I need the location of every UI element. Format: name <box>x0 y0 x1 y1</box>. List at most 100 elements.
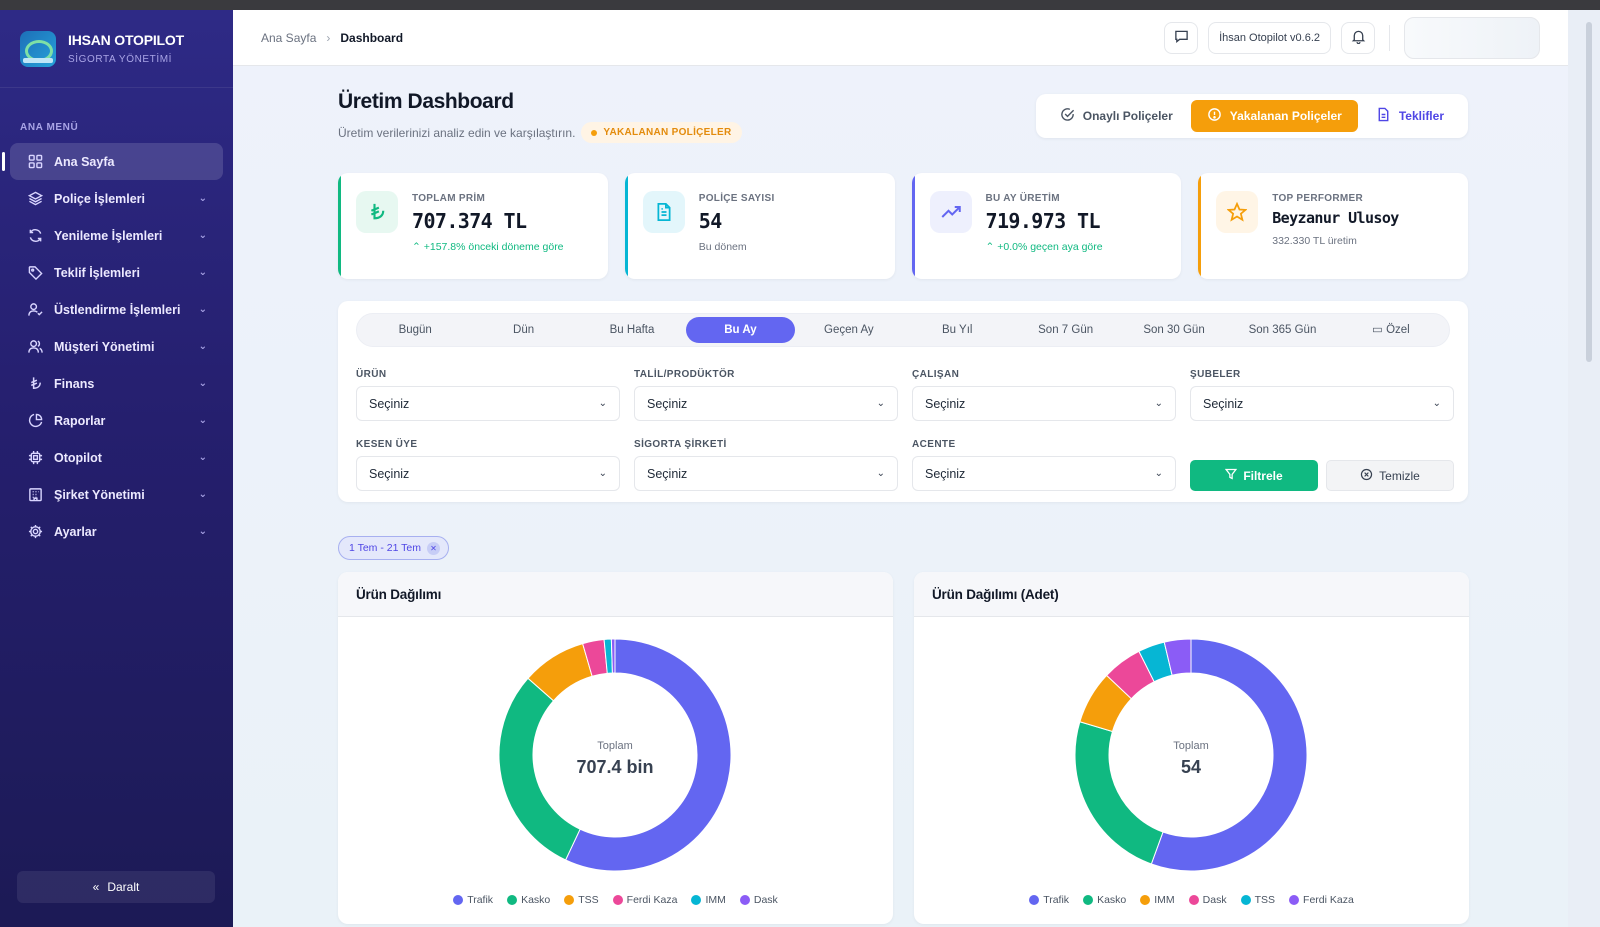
legend-dot <box>691 895 702 905</box>
legend-item[interactable]: Trafik <box>1029 894 1069 906</box>
range-this-month[interactable]: Bu Ay <box>686 317 795 343</box>
legend-item[interactable]: Kasko <box>1083 894 1126 906</box>
brand-title: IHSAN OTOPILOT <box>68 32 184 48</box>
segment-label: Teklifler <box>1398 109 1444 123</box>
product-count-card: Ürün Dağılımı (Adet) Toplam 54 Trafik Kask… <box>914 572 1469 924</box>
donut-slice-kasko[interactable] <box>498 677 581 861</box>
filter-button[interactable]: Filtrele <box>1190 460 1318 491</box>
kesen-uye-select[interactable]: Seçiniz ⌄ <box>356 456 620 491</box>
breadcrumb-home[interactable]: Ana Sayfa <box>261 30 317 45</box>
chevron-down-icon: ⌄ <box>198 452 207 463</box>
stat-value: 707.374 TL <box>412 209 527 233</box>
acente-select[interactable]: Seçiniz ⌄ <box>912 456 1176 491</box>
legend-item[interactable]: Ferdi Kaza <box>612 894 677 906</box>
legend-item[interactable]: TSS <box>564 894 599 906</box>
date-range-chip[interactable]: 1 Tem - 21 Tem ✕ <box>338 536 449 560</box>
grid-icon <box>26 153 44 171</box>
brand[interactable]: IHSAN OTOPILOT SİGORTA YÖNETİMİ <box>0 10 233 88</box>
talil-select[interactable]: Seçiniz ⌄ <box>634 386 898 421</box>
range-custom-label: Özel <box>1386 324 1410 336</box>
gear-icon <box>26 523 44 541</box>
clear-button[interactable]: Temizle <box>1326 460 1454 491</box>
trending-up-icon <box>929 191 972 233</box>
range-last-365-days[interactable]: Son 365 Gün <box>1248 324 1317 336</box>
arrow-up-icon: ⌃ <box>412 241 424 253</box>
subeler-select[interactable]: Seçiniz ⌄ <box>1190 386 1454 421</box>
brand-logo <box>20 30 56 67</box>
sidebar-item-teklif-islemleri[interactable]: Teklif İşlemleri ⌄ <box>10 254 223 291</box>
calendar-icon: ▭ <box>1372 324 1387 336</box>
urun-select[interactable]: Seçiniz ⌄ <box>356 386 620 421</box>
offers-button[interactable]: Teklifler <box>1366 100 1454 132</box>
chevron-down-icon: ⌄ <box>198 304 207 315</box>
close-icon[interactable]: ✕ <box>426 541 440 555</box>
range-custom[interactable]: ▭ Özel <box>1337 317 1445 343</box>
stat-trend: ⌃ +157.8% önceki döneme göre <box>412 241 564 253</box>
select-value: Seçiniz <box>369 396 410 411</box>
sidebar-item-otopilot[interactable]: Otopilot ⌄ <box>10 439 223 476</box>
donut-slice-ferdi-kaza[interactable] <box>1163 638 1192 676</box>
segment-label: Yakalanan Poliçeler <box>1229 109 1342 123</box>
range-this-week[interactable]: Bu Hafta <box>609 324 655 336</box>
donut-slice-kasko[interactable] <box>1074 721 1164 865</box>
filter-button-label: Filtrele <box>1243 468 1283 483</box>
scrollbar[interactable] <box>1586 22 1592 362</box>
select-value: Seçiniz <box>647 466 688 481</box>
legend-item[interactable]: Dask <box>1188 894 1227 906</box>
date-range-label: 1 Tem - 21 Tem <box>349 542 421 554</box>
sidebar-item-musteri-yonetimi[interactable]: Müşteri Yönetimi ⌄ <box>10 328 223 365</box>
legend-label: IMM <box>705 894 726 906</box>
sidebar-item-ayarlar[interactable]: Ayarlar ⌄ <box>10 513 223 550</box>
stat-card-policy-count: POLİÇE SAYISI 54 Bu dönem <box>624 173 895 279</box>
legend-item[interactable]: Trafik <box>453 894 493 906</box>
brand-subtitle: SİGORTA YÖNETİMİ <box>68 54 173 65</box>
field-label: KESEN ÜYE <box>356 439 418 450</box>
range-today[interactable]: Bugün <box>398 324 432 336</box>
range-last-7-days[interactable]: Son 7 Gün <box>1038 324 1094 336</box>
user-menu[interactable] <box>1404 16 1540 59</box>
version-button[interactable]: İhsan Otopilot v0.6.2 <box>1208 21 1331 54</box>
message-icon <box>1174 29 1189 47</box>
sidebar-item-finans[interactable]: Finans ⌄ <box>10 365 223 402</box>
page-scroll-area <box>1568 10 1600 927</box>
sidebar-item-ana-sayfa[interactable]: Ana Sayfa <box>2 143 223 180</box>
donut-slice-dask[interactable] <box>610 638 616 674</box>
sigorta-sirketi-select[interactable]: Seçiniz ⌄ <box>634 456 898 491</box>
chevron-down-icon: ⌄ <box>598 398 607 409</box>
donut-slice-trafik[interactable] <box>1150 638 1308 872</box>
range-last-30-days[interactable]: Son 30 Gün <box>1143 324 1205 336</box>
range-yesterday[interactable]: Dün <box>513 324 535 336</box>
page-subtitle-row: Üretim verilerinizi analiz edin ve karşı… <box>338 122 1468 143</box>
stat-card-total-premium: TOPLAM PRİM 707.374 TL ⌃ +157.8% önceki … <box>338 173 608 279</box>
sidebar-item-label: Ayarlar <box>54 524 97 539</box>
sidebar-item-label: Ana Sayfa <box>54 154 115 169</box>
sidebar-item-label: Müşteri Yönetimi <box>54 339 155 354</box>
legend-dot <box>1140 895 1151 905</box>
sidebar-item-police-islemleri[interactable]: Poliçe İşlemleri ⌄ <box>10 180 223 217</box>
legend-dot <box>1240 895 1251 905</box>
legend-item[interactable]: Kasko <box>507 894 550 906</box>
sidebar-item-ustlendirme-islemleri[interactable]: Üstlendirme İşlemleri ⌄ <box>10 291 223 328</box>
donut-slice-trafik[interactable] <box>564 638 732 872</box>
caught-policies-button[interactable]: Yakalanan Poliçeler <box>1190 100 1358 132</box>
range-this-year[interactable]: Bu Yıl <box>941 324 973 336</box>
chevron-down-icon: ⌄ <box>876 468 885 479</box>
range-last-month[interactable]: Geçen Ay <box>824 324 874 336</box>
notifications-button[interactable] <box>1341 21 1375 54</box>
sidebar-item-sirket-yonetimi[interactable]: Şirket Yönetimi ⌄ <box>10 476 223 513</box>
stat-value: 719.973 TL <box>985 209 1101 233</box>
sidebar-item-raporlar[interactable]: Raporlar ⌄ <box>10 402 223 439</box>
messages-button[interactable] <box>1164 21 1199 54</box>
calisan-select[interactable]: Seçiniz ⌄ <box>912 386 1176 421</box>
legend-item[interactable]: IMM <box>691 894 726 906</box>
legend-item[interactable]: Ferdi Kaza <box>1289 894 1354 906</box>
product-distribution-card: Ürün Dağılımı Toplam 707.4 bin Trafik Kask… <box>338 572 893 924</box>
legend-item[interactable]: IMM <box>1140 894 1175 906</box>
legend-item[interactable]: TSS <box>1240 894 1275 906</box>
collapse-sidebar-button[interactable]: « Daralt <box>17 871 215 903</box>
approved-policies-button[interactable]: Onaylı Poliçeler <box>1050 100 1183 132</box>
filter-acente: ACENTE Seçiniz ⌄ <box>912 439 1176 491</box>
legend-item[interactable]: Dask <box>739 894 778 906</box>
sidebar-item-yenileme-islemleri[interactable]: Yenileme İşlemleri ⌄ <box>10 217 223 254</box>
stat-value: Beyzanur Ulusoy <box>1272 209 1399 227</box>
